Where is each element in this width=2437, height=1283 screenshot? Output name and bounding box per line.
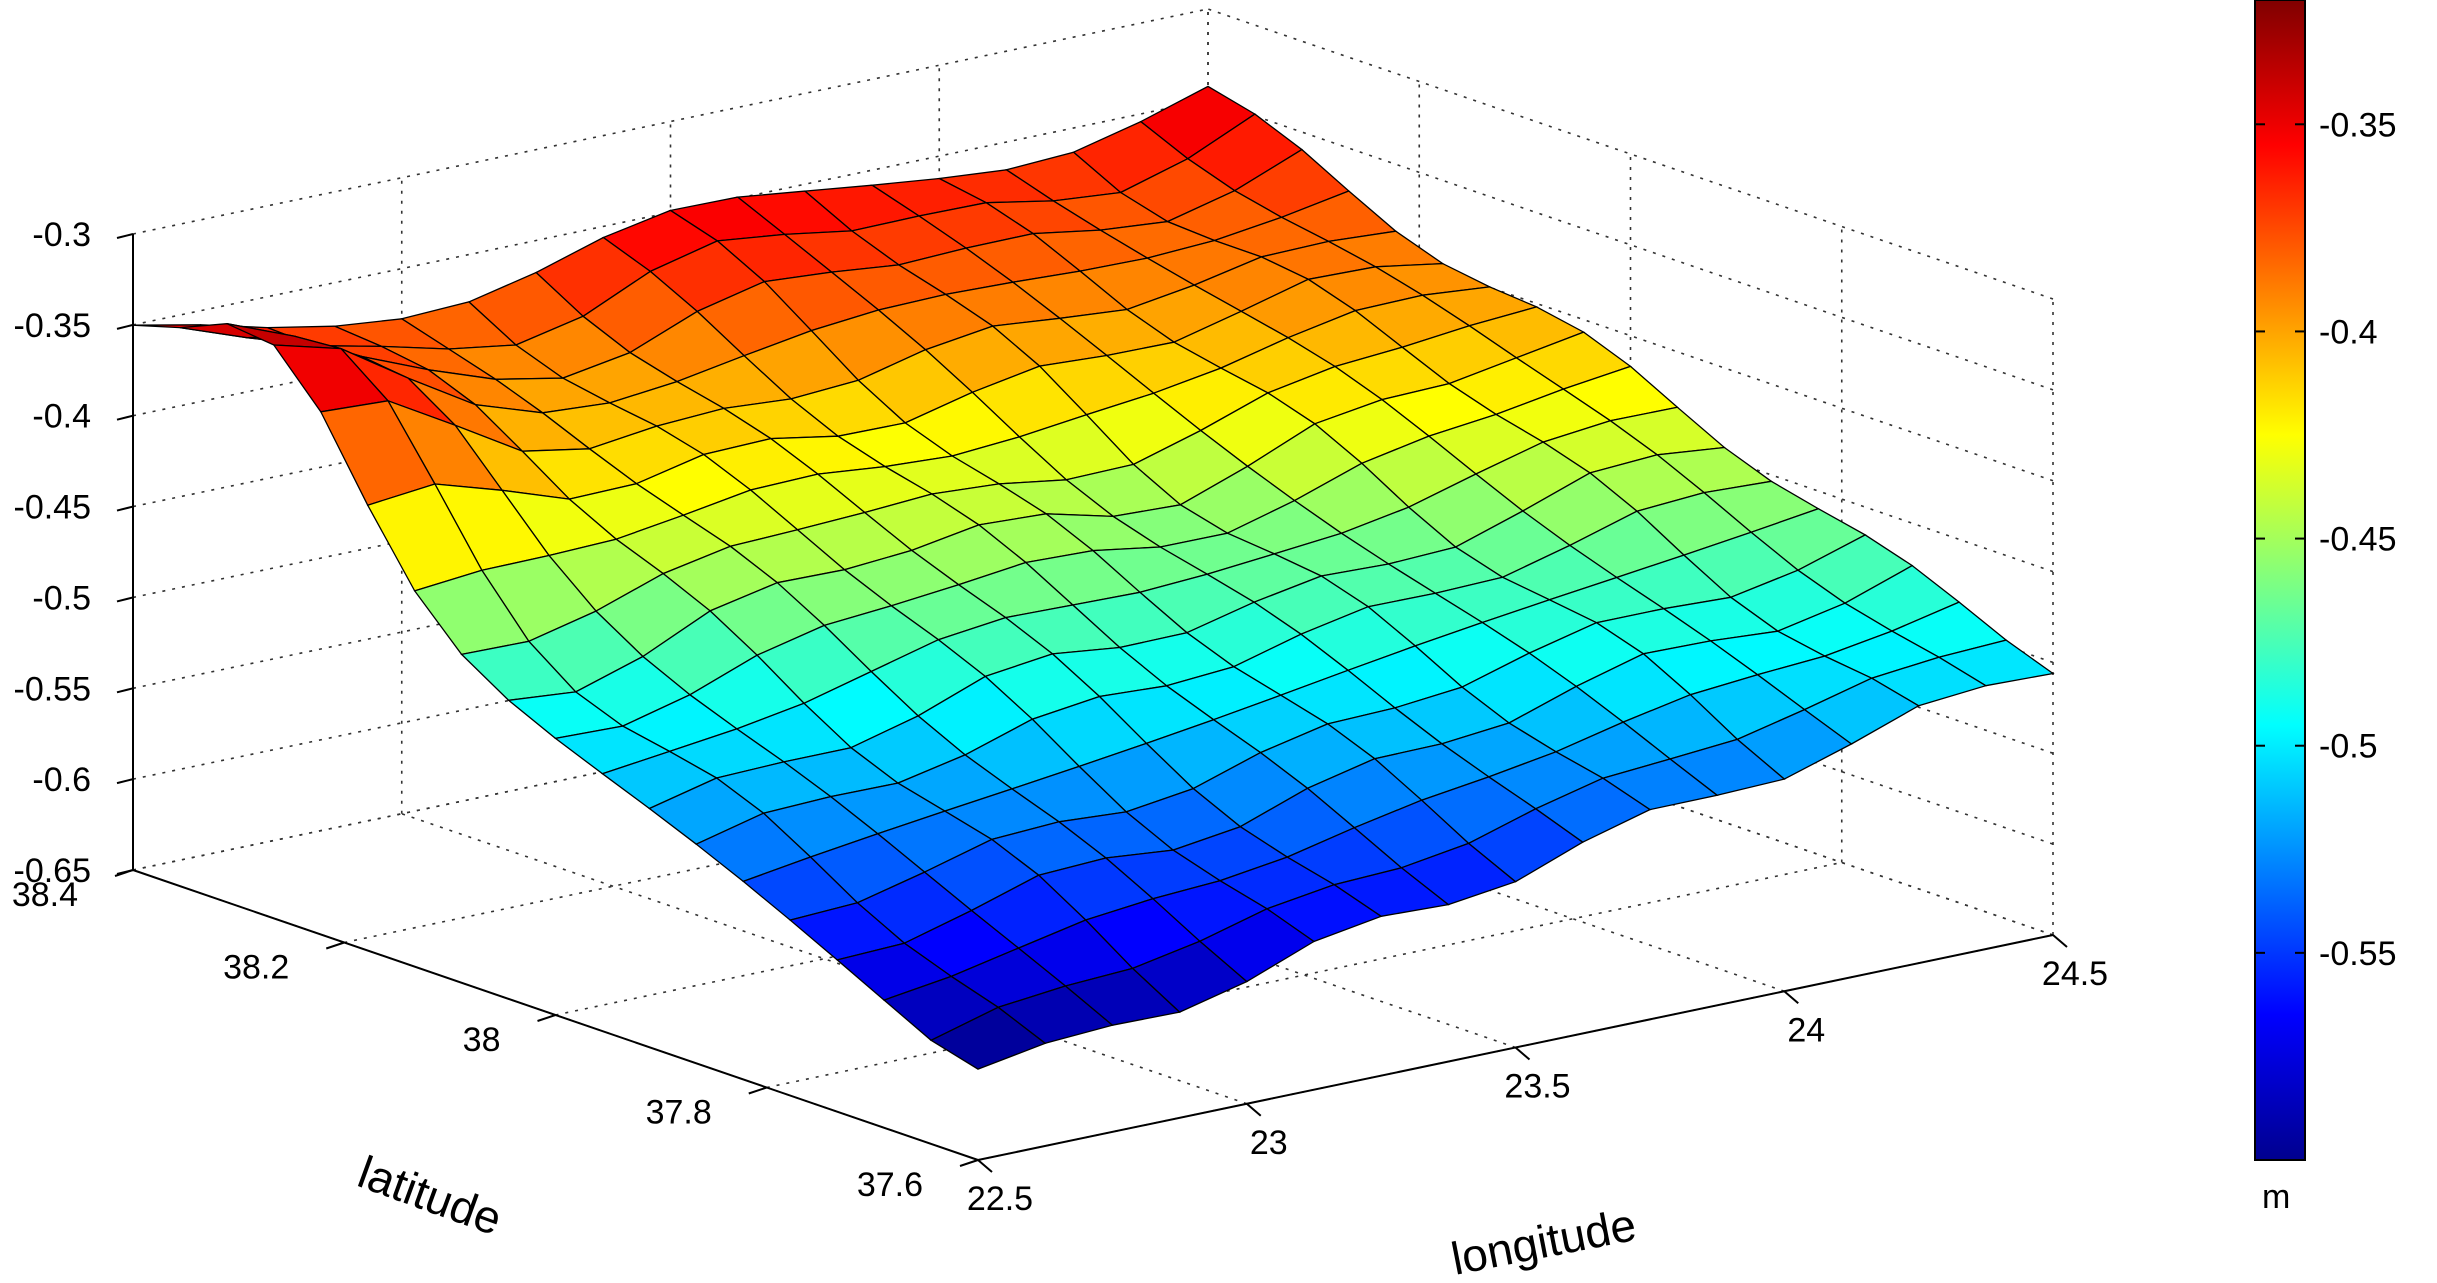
y-tick-label: 38	[463, 1021, 501, 1059]
z-tick-label: -0.35	[14, 307, 92, 345]
z-tick-mark	[116, 233, 134, 239]
x-tick-mark	[1246, 1102, 1262, 1117]
z-tick-mark	[116, 687, 134, 694]
z-tick-label: -0.4	[32, 398, 91, 436]
z-tick-label: -0.3	[32, 216, 91, 254]
z-tick-mark	[116, 869, 134, 875]
y-tick-mark	[537, 1014, 556, 1022]
surface-mesh	[132, 85, 2055, 1070]
z-tick-label: -0.5	[32, 579, 91, 617]
x-tick-mark	[977, 1159, 993, 1173]
y-tick-label: 37.6	[857, 1166, 923, 1204]
colorbar-ticks: -0.35 -0.4 -0.45 -0.5 -0.55	[2255, 106, 2397, 973]
x-tick-mark	[1514, 1046, 1531, 1061]
z-tick-label: -0.6	[32, 761, 91, 799]
tick-labels: 22.5 23 23.5 24 24.5 37.6 37.8 38 38.2 38.4 -0.3 -0…	[12, 216, 2108, 1218]
z-tick-mark	[116, 778, 134, 785]
x-tick-label: 24	[1787, 1011, 1825, 1049]
z-tick-mark	[116, 323, 134, 330]
surface-cell	[929, 1006, 1047, 1070]
z-tick-label: -0.55	[14, 670, 92, 708]
colorbar-gradient	[2254, 0, 2306, 1161]
x-tick-label: 22.5	[967, 1180, 1033, 1218]
z-tick-mark	[116, 414, 134, 421]
x-tick-label: 23	[1250, 1124, 1288, 1162]
x-tick-label: 23.5	[1504, 1068, 1570, 1106]
colorbar-tick-label: -0.4	[2319, 313, 2378, 351]
y-tick-mark	[959, 1159, 979, 1167]
z-tick-label: -0.45	[14, 489, 92, 527]
x-tick-label: 24.5	[2042, 955, 2108, 993]
colorbar-unit: m	[2262, 1178, 2290, 1216]
x-tick-mark	[2052, 934, 2068, 948]
colorbar-tick-label: -0.55	[2319, 935, 2397, 973]
z-tick-mark	[116, 505, 134, 512]
y-tick-label: 38.4	[12, 876, 78, 914]
y-tick-mark	[325, 941, 345, 950]
z-tick-label: -0.65	[14, 852, 92, 890]
colorbar-tick-label: -0.35	[2319, 106, 2397, 144]
y-axis-label: latitude	[352, 1146, 509, 1246]
x-tick-mark	[1783, 990, 1799, 1005]
colorbar-tick-label: -0.5	[2319, 728, 2378, 766]
y-tick-label: 37.8	[646, 1094, 712, 1132]
colorbar-tick-label: -0.45	[2319, 521, 2397, 559]
y-tick-label: 38.2	[223, 949, 289, 987]
colorbar: -0.35 -0.4 -0.45 -0.5 -0.55 m	[2254, 0, 2397, 1216]
z-tick-mark	[116, 596, 134, 603]
y-tick-mark	[748, 1086, 768, 1095]
x-axis-label: longitude	[1447, 1198, 1640, 1283]
